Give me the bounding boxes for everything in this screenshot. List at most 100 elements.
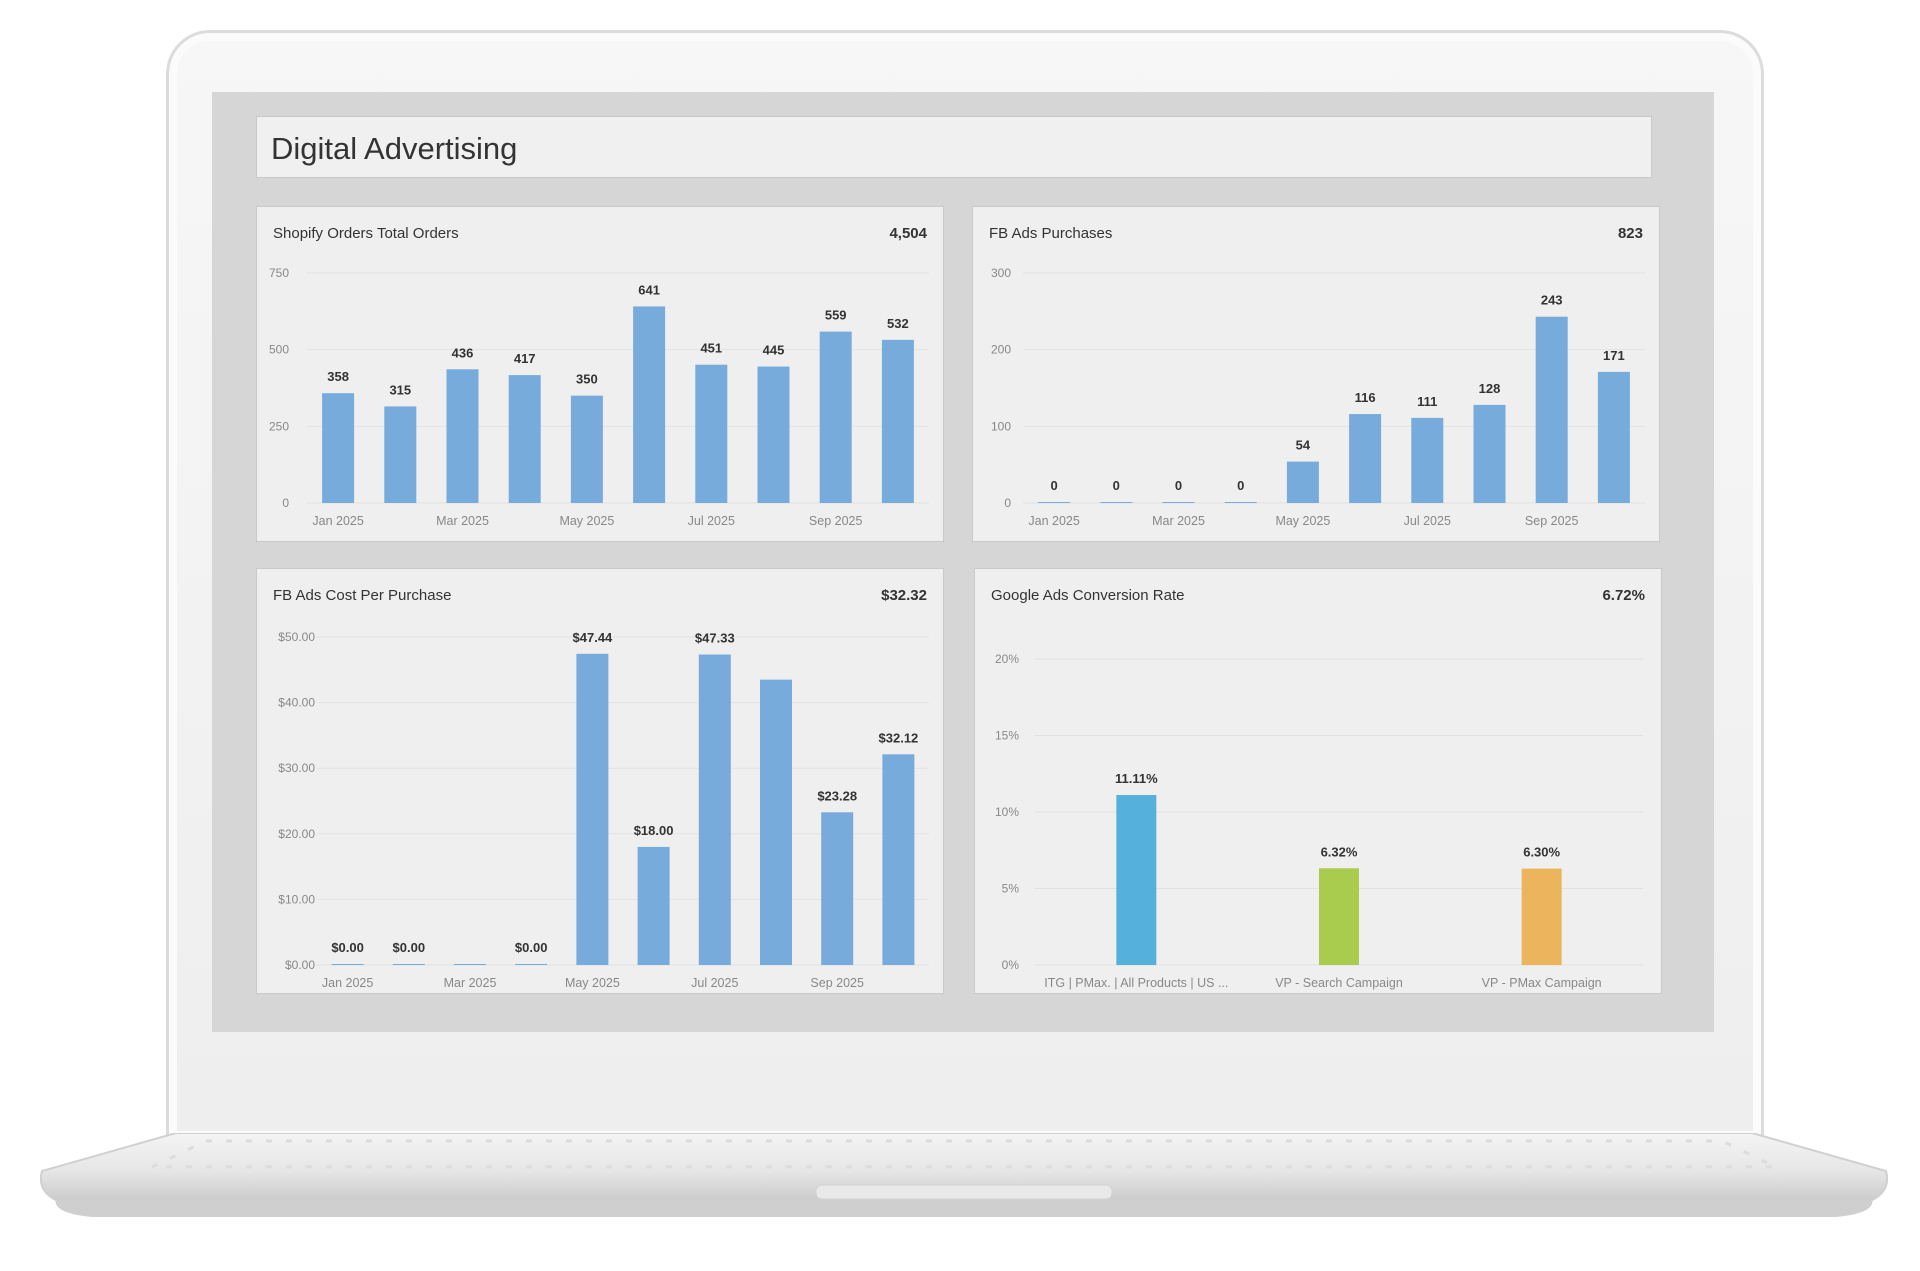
x-tick-label: Jan 2025 xyxy=(1028,514,1079,528)
bar-chart: 0% 5% 10% 15% 20% 11.11% ITG | PMax. | All Pro… xyxy=(995,652,1643,990)
y-tick-label: $50.00 xyxy=(278,630,315,644)
data-label: 445 xyxy=(763,343,785,358)
data-label: $47.33 xyxy=(695,631,735,646)
bar-chart: $0.00 $10.00 $20.00 $30.00 $40.00 $50.00 $0.00… xyxy=(278,630,929,990)
data-label: 315 xyxy=(389,382,411,397)
x-tick-label: Jan 2025 xyxy=(312,514,363,528)
bar[interactable] xyxy=(1162,502,1195,503)
y-tick-label: $20.00 xyxy=(278,827,315,841)
x-tick-label: Jan 2025 xyxy=(322,976,373,990)
bar[interactable] xyxy=(322,393,355,503)
panel-total: 4,504 xyxy=(889,225,927,242)
panel-google-ads-conversion-rate[interactable]: Google Ads Conversion Rate 6.72% 0% 5% 10%… xyxy=(974,568,1662,994)
bar[interactable] xyxy=(882,754,915,965)
data-label: 0 xyxy=(1113,478,1120,493)
y-tick-label: 0 xyxy=(1004,496,1011,510)
x-tick-label: ITG | PMax. | All Products | US ... xyxy=(1044,976,1228,990)
data-label: 54 xyxy=(1296,438,1311,453)
data-label: 243 xyxy=(1541,293,1563,308)
bar[interactable] xyxy=(821,812,854,965)
dashboard-header: Digital Advertising xyxy=(256,116,1652,178)
bar[interactable] xyxy=(760,679,792,965)
y-tick-label: $10.00 xyxy=(278,892,315,906)
panel-title: FB Ads Cost Per Purchase xyxy=(273,587,452,604)
x-tick-label: Jul 2025 xyxy=(691,976,738,990)
x-tick-label: May 2025 xyxy=(1275,514,1330,528)
data-label: 11.11% xyxy=(1115,771,1158,786)
data-label: 6.32% xyxy=(1321,844,1358,859)
bar[interactable] xyxy=(331,964,364,965)
bar[interactable] xyxy=(384,406,417,503)
y-tick-label: 5% xyxy=(1002,882,1020,896)
data-label: 0 xyxy=(1050,478,1057,493)
y-tick-label: $0.00 xyxy=(285,958,315,972)
bar[interactable] xyxy=(515,964,548,965)
x-tick-label: Mar 2025 xyxy=(444,976,497,990)
x-tick-label: Mar 2025 xyxy=(1152,514,1205,528)
panel-title: Shopify Orders Total Orders xyxy=(273,225,459,242)
data-label: $0.00 xyxy=(515,940,548,955)
data-label: 358 xyxy=(327,369,349,384)
y-tick-label: 200 xyxy=(991,343,1011,357)
data-label: 436 xyxy=(452,345,474,360)
y-tick-label: 300 xyxy=(991,266,1011,280)
panel-title: Google Ads Conversion Rate xyxy=(991,587,1185,604)
y-tick-label: 250 xyxy=(269,419,289,433)
bar[interactable] xyxy=(1535,316,1568,503)
data-label: 0 xyxy=(1237,478,1244,493)
bar[interactable] xyxy=(819,331,852,503)
panel-fb-ads-purchases[interactable]: FB Ads Purchases 823 0 100 200 300 0 Jan 2025… xyxy=(972,206,1660,542)
data-label: 116 xyxy=(1355,390,1376,405)
bar[interactable] xyxy=(1319,868,1359,965)
bar-chart: 0 250 500 750 358 Jan 2025 315 436 Mar 2025 417 35… xyxy=(269,266,929,528)
laptop-base xyxy=(36,1133,1892,1223)
bar[interactable] xyxy=(1411,417,1444,503)
bar[interactable] xyxy=(454,964,486,965)
bar[interactable] xyxy=(570,395,603,503)
bar[interactable] xyxy=(637,846,670,965)
panel-title: FB Ads Purchases xyxy=(989,225,1113,242)
bar[interactable] xyxy=(1038,502,1071,503)
bar[interactable] xyxy=(1349,414,1382,503)
data-label: 6.30% xyxy=(1523,845,1560,860)
bar[interactable] xyxy=(392,964,425,965)
y-tick-label: 20% xyxy=(995,652,1019,666)
data-label: $0.00 xyxy=(393,940,426,955)
panel-total: 823 xyxy=(1617,225,1643,242)
data-label: $18.00 xyxy=(634,823,674,838)
bar[interactable] xyxy=(757,366,790,503)
bar-chart: 0 100 200 300 0 Jan 2025 0 0 Mar 2025 0 54 May 2025… xyxy=(991,266,1645,528)
panel-total: $32.32 xyxy=(881,587,927,604)
bar[interactable] xyxy=(1286,461,1319,503)
bar[interactable] xyxy=(698,654,731,965)
data-label: 559 xyxy=(825,308,847,323)
data-label: 641 xyxy=(638,282,660,297)
data-label: $23.28 xyxy=(817,788,857,803)
bar[interactable] xyxy=(1521,868,1562,965)
bar[interactable] xyxy=(1473,404,1506,503)
x-tick-label: VP - PMax Campaign xyxy=(1482,976,1602,990)
bar[interactable] xyxy=(508,375,541,503)
data-label: 111 xyxy=(1417,394,1437,409)
dashboard-screen: Digital Advertising Shopify Orders Total… xyxy=(212,92,1714,1032)
bar[interactable] xyxy=(633,306,666,503)
data-label: 350 xyxy=(576,372,598,387)
panel-shopify-orders[interactable]: Shopify Orders Total Orders 4,504 0 250 50… xyxy=(256,206,944,542)
bar[interactable] xyxy=(446,369,479,503)
panel-total: 6.72% xyxy=(1602,587,1645,604)
bar[interactable] xyxy=(1116,795,1157,965)
panel-fb-ads-cost-per-purchase[interactable]: FB Ads Cost Per Purchase $32.32 $0.00 $10… xyxy=(256,568,944,994)
bar[interactable] xyxy=(881,339,914,503)
y-tick-label: 0 xyxy=(282,496,289,510)
x-tick-label: VP - Search Campaign xyxy=(1275,976,1403,990)
bar[interactable] xyxy=(576,653,609,965)
x-tick-label: Jul 2025 xyxy=(1404,514,1451,528)
data-label: 532 xyxy=(887,316,909,331)
bar[interactable] xyxy=(1100,502,1133,503)
x-tick-label: Jul 2025 xyxy=(688,514,735,528)
data-label: $0.00 xyxy=(331,940,364,955)
bar[interactable] xyxy=(695,364,728,503)
bar[interactable] xyxy=(1597,371,1630,503)
bar[interactable] xyxy=(1224,502,1257,503)
x-tick-label: Sep 2025 xyxy=(809,514,863,528)
